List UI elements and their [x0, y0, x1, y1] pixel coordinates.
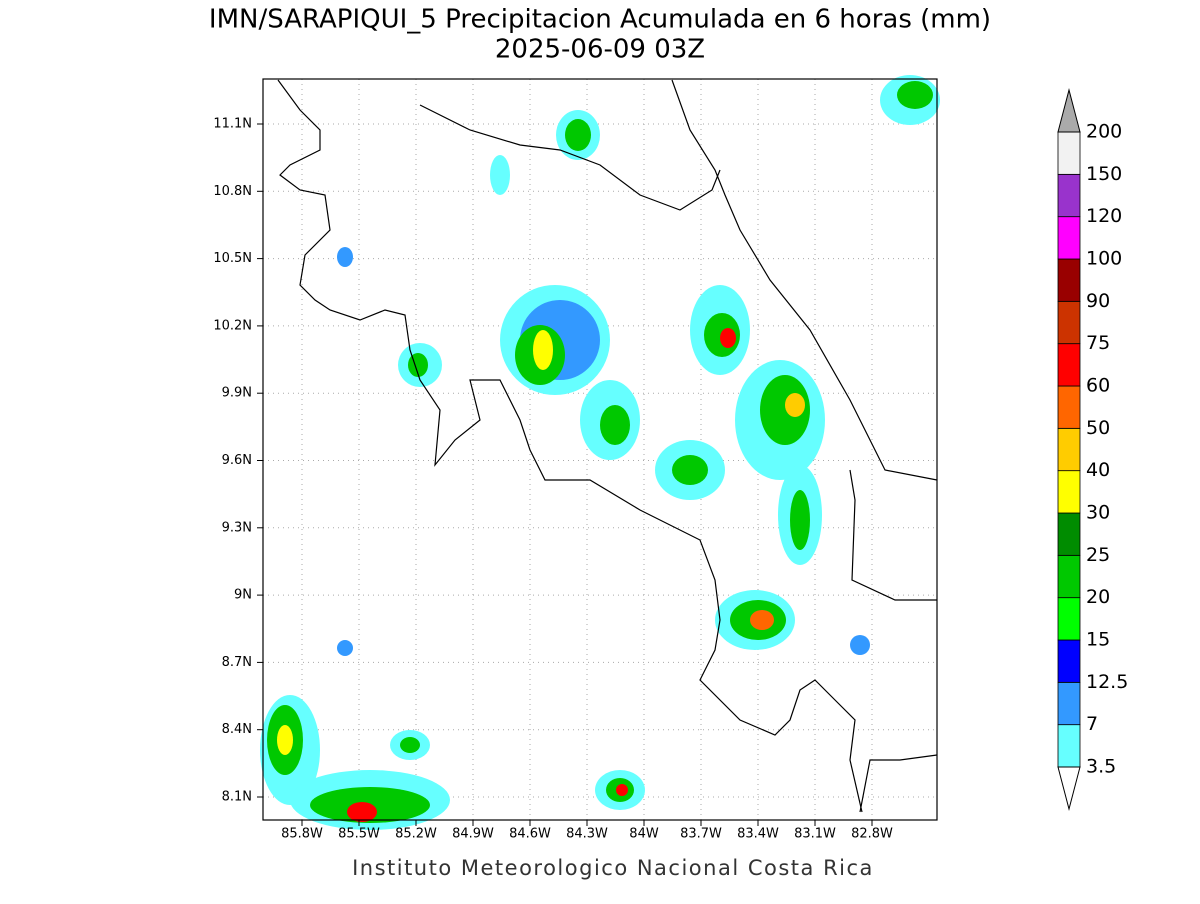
border: [419, 104, 721, 211]
colorbar-segment: [1057, 427, 1081, 472]
footer: Instituto Meteorologico Nacional Costa R…: [352, 856, 874, 880]
colorbar: 3.5 7 12.5 15 20 25 30 40 50 60 75 90 100 120 150 200: [1057, 88, 1128, 811]
colorbar-segment: [1057, 639, 1081, 683]
colorbar-label: 25: [1086, 544, 1110, 566]
y-tick-label: 11.1N: [213, 117, 252, 132]
title: IMN/SARAPIQUI_5 Precipitacion Acumulada …: [209, 5, 991, 35]
y-tick-label: 9.3N: [222, 520, 252, 535]
colorbar-segment: [1057, 385, 1081, 429]
colorbar-label: 30: [1086, 502, 1110, 524]
colorbar-label: 15: [1086, 629, 1110, 651]
colorbar-over: [1057, 88, 1081, 133]
y-tick-label: 10.5N: [213, 251, 252, 266]
x-tick-label: 85.2W: [395, 827, 437, 842]
y-tick-label: 9N: [234, 588, 252, 603]
colorbar-label: 200: [1086, 121, 1122, 143]
colorbar-segment: [1057, 173, 1081, 218]
x-tick-label: 83.7W: [680, 827, 722, 842]
coastline: [671, 79, 938, 481]
colorbar-segment: [1057, 724, 1081, 768]
colorbar-label: 100: [1086, 248, 1122, 270]
colorbar-label: 12.5: [1086, 671, 1128, 693]
colorbar-label: 150: [1086, 163, 1122, 185]
x-tick-label: 83.1W: [794, 827, 836, 842]
y-tick-label: 10.2N: [213, 318, 252, 333]
y-tick-label: 9.9N: [222, 386, 252, 401]
colorbar-under: [1057, 766, 1081, 811]
y-tick-label: 8.7N: [222, 655, 252, 670]
y-tick-label: 10.8N: [213, 184, 252, 199]
colorbar-segment: [1057, 470, 1081, 514]
x-tick-label: 85.5W: [338, 827, 380, 842]
colorbar-segment: [1057, 216, 1081, 260]
colorbar-segment: [1057, 343, 1081, 387]
x-tick-label: 84W: [629, 827, 659, 842]
colorbar-label: 40: [1086, 459, 1110, 481]
colorbar-segment: [1057, 131, 1081, 175]
colorbar-label: 7: [1086, 713, 1098, 735]
coastline: [277, 79, 863, 813]
colorbar-segment: [1057, 681, 1081, 726]
x-tick-label: 85.8W: [281, 827, 323, 842]
colorbar-segment: [1057, 258, 1081, 302]
precipitation: [260, 75, 940, 830]
coastline: [859, 754, 938, 813]
subtitle: 2025-06-09 03Z: [495, 35, 705, 65]
colorbar-segment: [1057, 512, 1081, 556]
x-tick-label: 84.6W: [509, 827, 551, 842]
colorbar-segment: [1057, 300, 1081, 345]
colorbar-label: 75: [1086, 332, 1110, 354]
x-tick-label: 84.3W: [566, 827, 608, 842]
x-tick-label: 83.4W: [737, 827, 779, 842]
colorbar-segment: [1057, 597, 1081, 641]
y-tick-label: 8.4N: [222, 722, 252, 737]
y-tick-label: 9.6N: [222, 453, 252, 468]
x-tick-label: 82.8W: [851, 827, 893, 842]
x-tick-label: 84.9W: [452, 827, 494, 842]
colorbar-label: 20: [1086, 586, 1110, 608]
y-tick-label: 8.1N: [222, 790, 252, 805]
colorbar-segment: [1057, 554, 1081, 599]
border: [849, 469, 937, 601]
colorbar-label: 90: [1086, 290, 1110, 312]
colorbar-label: 120: [1086, 205, 1122, 227]
colorbar-label: 50: [1086, 417, 1110, 439]
colorbar-label: 60: [1086, 375, 1110, 397]
colorbar-label: 3.5: [1086, 756, 1116, 778]
map-frame: [262, 78, 938, 821]
